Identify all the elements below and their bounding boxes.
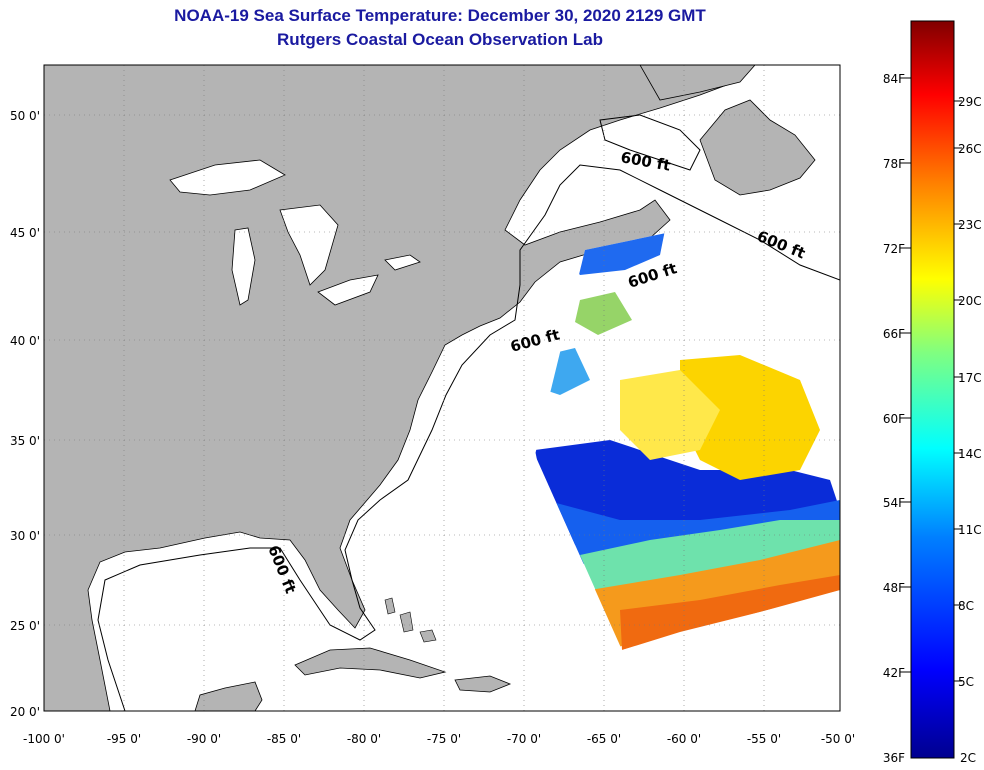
colorbar-ticks [903,77,962,682]
fahrenheit-label: 42F [883,666,905,680]
celsius-label: 14C [958,447,982,461]
lat-tick-label: 30 0' [10,529,40,543]
celsius-label: 17C [958,371,982,385]
fahrenheit-label: 36F [883,751,905,765]
newfoundland-land [699,99,816,196]
fahrenheit-label: 72F [883,242,905,256]
fahrenheit-label: 48F [883,581,905,595]
cuba-land [294,647,447,679]
lon-tick-label: -100 0' [23,732,65,746]
map-subtitle: Rutgers Coastal Ocean Observation Lab [277,30,603,49]
lon-tick-label: -85 0' [267,732,301,746]
fahrenheit-label: 66F [883,327,905,341]
lon-tick-label: -55 0' [747,732,781,746]
lon-tick-label: -60 0' [667,732,701,746]
shelf-contour [97,164,840,711]
lon-tick-label: -90 0' [187,732,221,746]
lon-tick-label: -50 0' [821,732,855,746]
lat-tick-label: 25 0' [10,619,40,633]
colorbar [910,20,955,759]
lat-tick-label: 45 0' [10,226,40,240]
celsius-label: 23C [958,218,982,232]
lat-tick-label: 20 0' [10,705,40,719]
fahrenheit-scale: 84F 78F 72F 66F 60F 54F 48F 42F 36F [883,72,905,765]
celsius-label: 20C [958,294,982,308]
map-title: NOAA-19 Sea Surface Temperature: Decembe… [174,6,706,25]
celsius-label: 8C [958,599,974,613]
fahrenheit-label: 84F [883,72,905,86]
celsius-scale: 29C 26C 23C 20C 17C 14C 11C 8C 5C 2C [958,95,982,765]
fahrenheit-label: 54F [883,496,905,510]
lat-axis: 50 0' 45 0' 40 0' 35 0' 30 0' 25 0' 20 0… [10,109,40,719]
celsius-label: 29C [958,95,982,109]
lon-tick-label: -70 0' [507,732,541,746]
lon-tick-label: -95 0' [107,732,141,746]
yucatan-land [194,681,263,711]
lat-tick-label: 35 0' [10,434,40,448]
lon-tick-label: -75 0' [427,732,461,746]
celsius-label: 5C [958,675,974,689]
lat-tick-label: 40 0' [10,334,40,348]
lon-tick-label: -65 0' [587,732,621,746]
north-america-land [44,65,751,711]
lat-tick-label: 50 0' [10,109,40,123]
fahrenheit-label: 60F [883,412,905,426]
celsius-label: 2C [960,751,976,765]
celsius-label: 26C [958,142,982,156]
lon-tick-label: -80 0' [347,732,381,746]
lon-axis: -100 0' -95 0' -90 0' -85 0' -80 0' -75 … [23,732,855,746]
great-lakes [169,159,421,306]
fahrenheit-label: 78F [883,157,905,171]
celsius-label: 11C [958,523,982,537]
